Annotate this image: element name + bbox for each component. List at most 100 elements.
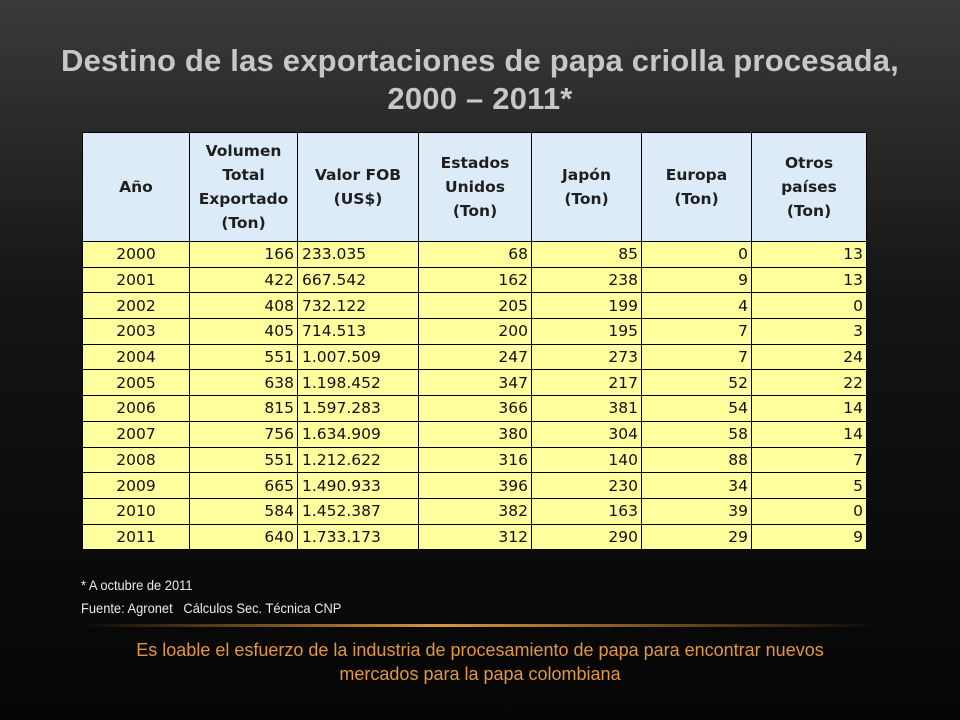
- cell-col-fob: 1.597.283: [297, 395, 419, 422]
- header-line: (Ton): [786, 202, 832, 220]
- exports-table: Año Volumen Total Exportado (Ton) Valor FOB (U…: [82, 132, 867, 551]
- footer-line2: mercados para la papa colombiana: [339, 664, 621, 684]
- cell-col-usa: 347: [418, 369, 532, 397]
- table-row: 2007 756 1.634.909 380 304 58 14: [82, 420, 867, 448]
- cell-col-volume: 638: [189, 369, 298, 397]
- cell-col-year: 2000: [82, 241, 190, 268]
- header-col-others: Otros países (Ton): [751, 132, 867, 242]
- cell-col-fob: 732.122: [297, 292, 419, 320]
- cell-col-others: 5: [751, 472, 867, 499]
- cell-col-year: 2005: [82, 369, 190, 397]
- cell-col-year: 2003: [82, 318, 190, 345]
- cell-col-others: 24: [751, 343, 867, 371]
- cell-col-year: 2006: [82, 395, 190, 422]
- table-row: 2011 640 1.733.173 312 290 29 9: [82, 523, 867, 551]
- cell-col-others: 14: [751, 420, 867, 448]
- cell-col-japan: 163: [531, 497, 642, 525]
- footer-line1: Es loable el esfuerzo de la industria de…: [136, 640, 824, 660]
- table-row: 2004 551 1.007.509 247 273 7 24: [82, 343, 867, 371]
- cell-col-volume: 551: [189, 343, 298, 371]
- cell-col-fob: 1.733.173: [297, 523, 419, 551]
- header-line: (Ton): [674, 190, 719, 208]
- slide-title-line2: 2000 – 2011*: [387, 81, 573, 116]
- header-col-japan: Japón (Ton): [531, 132, 642, 242]
- cell-col-others: 9: [751, 523, 867, 551]
- header-line: Valor FOB: [314, 166, 402, 184]
- cell-col-europe: 34: [641, 472, 752, 499]
- cell-col-volume: 551: [189, 446, 298, 474]
- header-line: Volumen: [205, 142, 282, 160]
- cell-col-japan: 195: [531, 318, 642, 345]
- cell-col-fob: 1.452.387: [297, 497, 419, 525]
- header-line: Europa: [665, 166, 728, 184]
- cell-col-volume: 408: [189, 292, 298, 320]
- header-line: (Ton): [221, 214, 266, 232]
- cell-col-japan: 304: [531, 420, 642, 448]
- cell-col-europe: 0: [641, 241, 752, 268]
- cell-col-japan: 273: [531, 343, 642, 371]
- cell-col-europe: 58: [641, 420, 752, 448]
- cell-col-europe: 54: [641, 395, 752, 422]
- cell-col-volume: 166: [189, 241, 298, 268]
- cell-col-usa: 200: [418, 318, 532, 345]
- cell-col-others: 22: [751, 369, 867, 397]
- table-row: 2009 665 1.490.933 396 230 34 5: [82, 472, 867, 499]
- cell-col-fob: 233.035: [297, 241, 419, 268]
- cell-col-volume: 640: [189, 523, 298, 551]
- table-row: 2002 408 732.122 205 199 4 0: [82, 292, 867, 320]
- cell-col-others: 3: [751, 318, 867, 345]
- cell-col-others: 0: [751, 497, 867, 525]
- header-line: Otros: [784, 154, 834, 172]
- cell-col-year: 2004: [82, 343, 190, 371]
- cell-col-volume: 405: [189, 318, 298, 345]
- table-body: 2000 166 233.035 68 85 0 13 2001 422 667.542 162 23…: [82, 241, 867, 551]
- header-col-fob: Valor FOB (US$): [297, 132, 419, 242]
- header-line: (Ton): [452, 202, 498, 220]
- table-header-row: Año Volumen Total Exportado (Ton) Valor FOB (U…: [82, 132, 867, 242]
- cell-col-volume: 756: [189, 420, 298, 448]
- footnote: * A octubre de 2011: [81, 577, 193, 593]
- cell-col-year: 2008: [82, 446, 190, 474]
- cell-col-usa: 162: [418, 266, 532, 294]
- header-line: (US$): [333, 190, 383, 208]
- exports-table-container: Año Volumen Total Exportado (Ton) Valor FOB (U…: [82, 132, 867, 551]
- table-row: 2001 422 667.542 162 238 9 13: [82, 266, 867, 294]
- cell-col-europe: 39: [641, 497, 752, 525]
- table-row: 2008 551 1.212.622 316 140 88 7: [82, 446, 867, 474]
- header-line: Unidos: [445, 178, 505, 196]
- cell-col-japan: 140: [531, 446, 642, 474]
- cell-col-volume: 422: [189, 266, 298, 294]
- cell-col-usa: 247: [418, 343, 532, 371]
- cell-col-usa: 312: [418, 523, 532, 551]
- cell-col-europe: 9: [641, 266, 752, 294]
- header-line: Total: [222, 166, 265, 184]
- slide-title-line1: Destino de las exportaciones de papa cri…: [61, 43, 899, 78]
- cell-col-fob: 714.513: [297, 318, 419, 345]
- cell-col-japan: 85: [531, 241, 642, 268]
- cell-col-fob: 1.007.509: [297, 343, 419, 371]
- cell-col-others: 0: [751, 292, 867, 320]
- cell-col-usa: 205: [418, 292, 532, 320]
- table-row: 2003 405 714.513 200 195 7 3: [82, 318, 867, 345]
- cell-col-usa: 68: [418, 241, 532, 268]
- header-line: países: [781, 178, 837, 196]
- header-line: Japón: [561, 166, 611, 184]
- header-line: (Ton): [564, 190, 609, 208]
- header-line: Estados: [440, 154, 510, 172]
- cell-col-year: 2001: [82, 266, 190, 294]
- cell-col-europe: 29: [641, 523, 752, 551]
- cell-col-fob: 1.198.452: [297, 369, 419, 397]
- header-line: Año: [119, 178, 153, 196]
- table-row: 2005 638 1.198.452 347 217 52 22: [82, 369, 867, 397]
- cell-col-usa: 316: [418, 446, 532, 474]
- header-col-usa: Estados Unidos (Ton): [418, 132, 532, 242]
- header-line: Exportado: [198, 190, 289, 208]
- header-col-volume: Volumen Total Exportado (Ton): [189, 132, 298, 242]
- cell-col-fob: 1.490.933: [297, 472, 419, 499]
- cell-col-others: 13: [751, 241, 867, 268]
- cell-col-europe: 88: [641, 446, 752, 474]
- cell-col-usa: 366: [418, 395, 532, 422]
- table-row: 2010 584 1.452.387 382 163 39 0: [82, 497, 867, 525]
- cell-col-fob: 1.212.622: [297, 446, 419, 474]
- cell-col-others: 13: [751, 266, 867, 294]
